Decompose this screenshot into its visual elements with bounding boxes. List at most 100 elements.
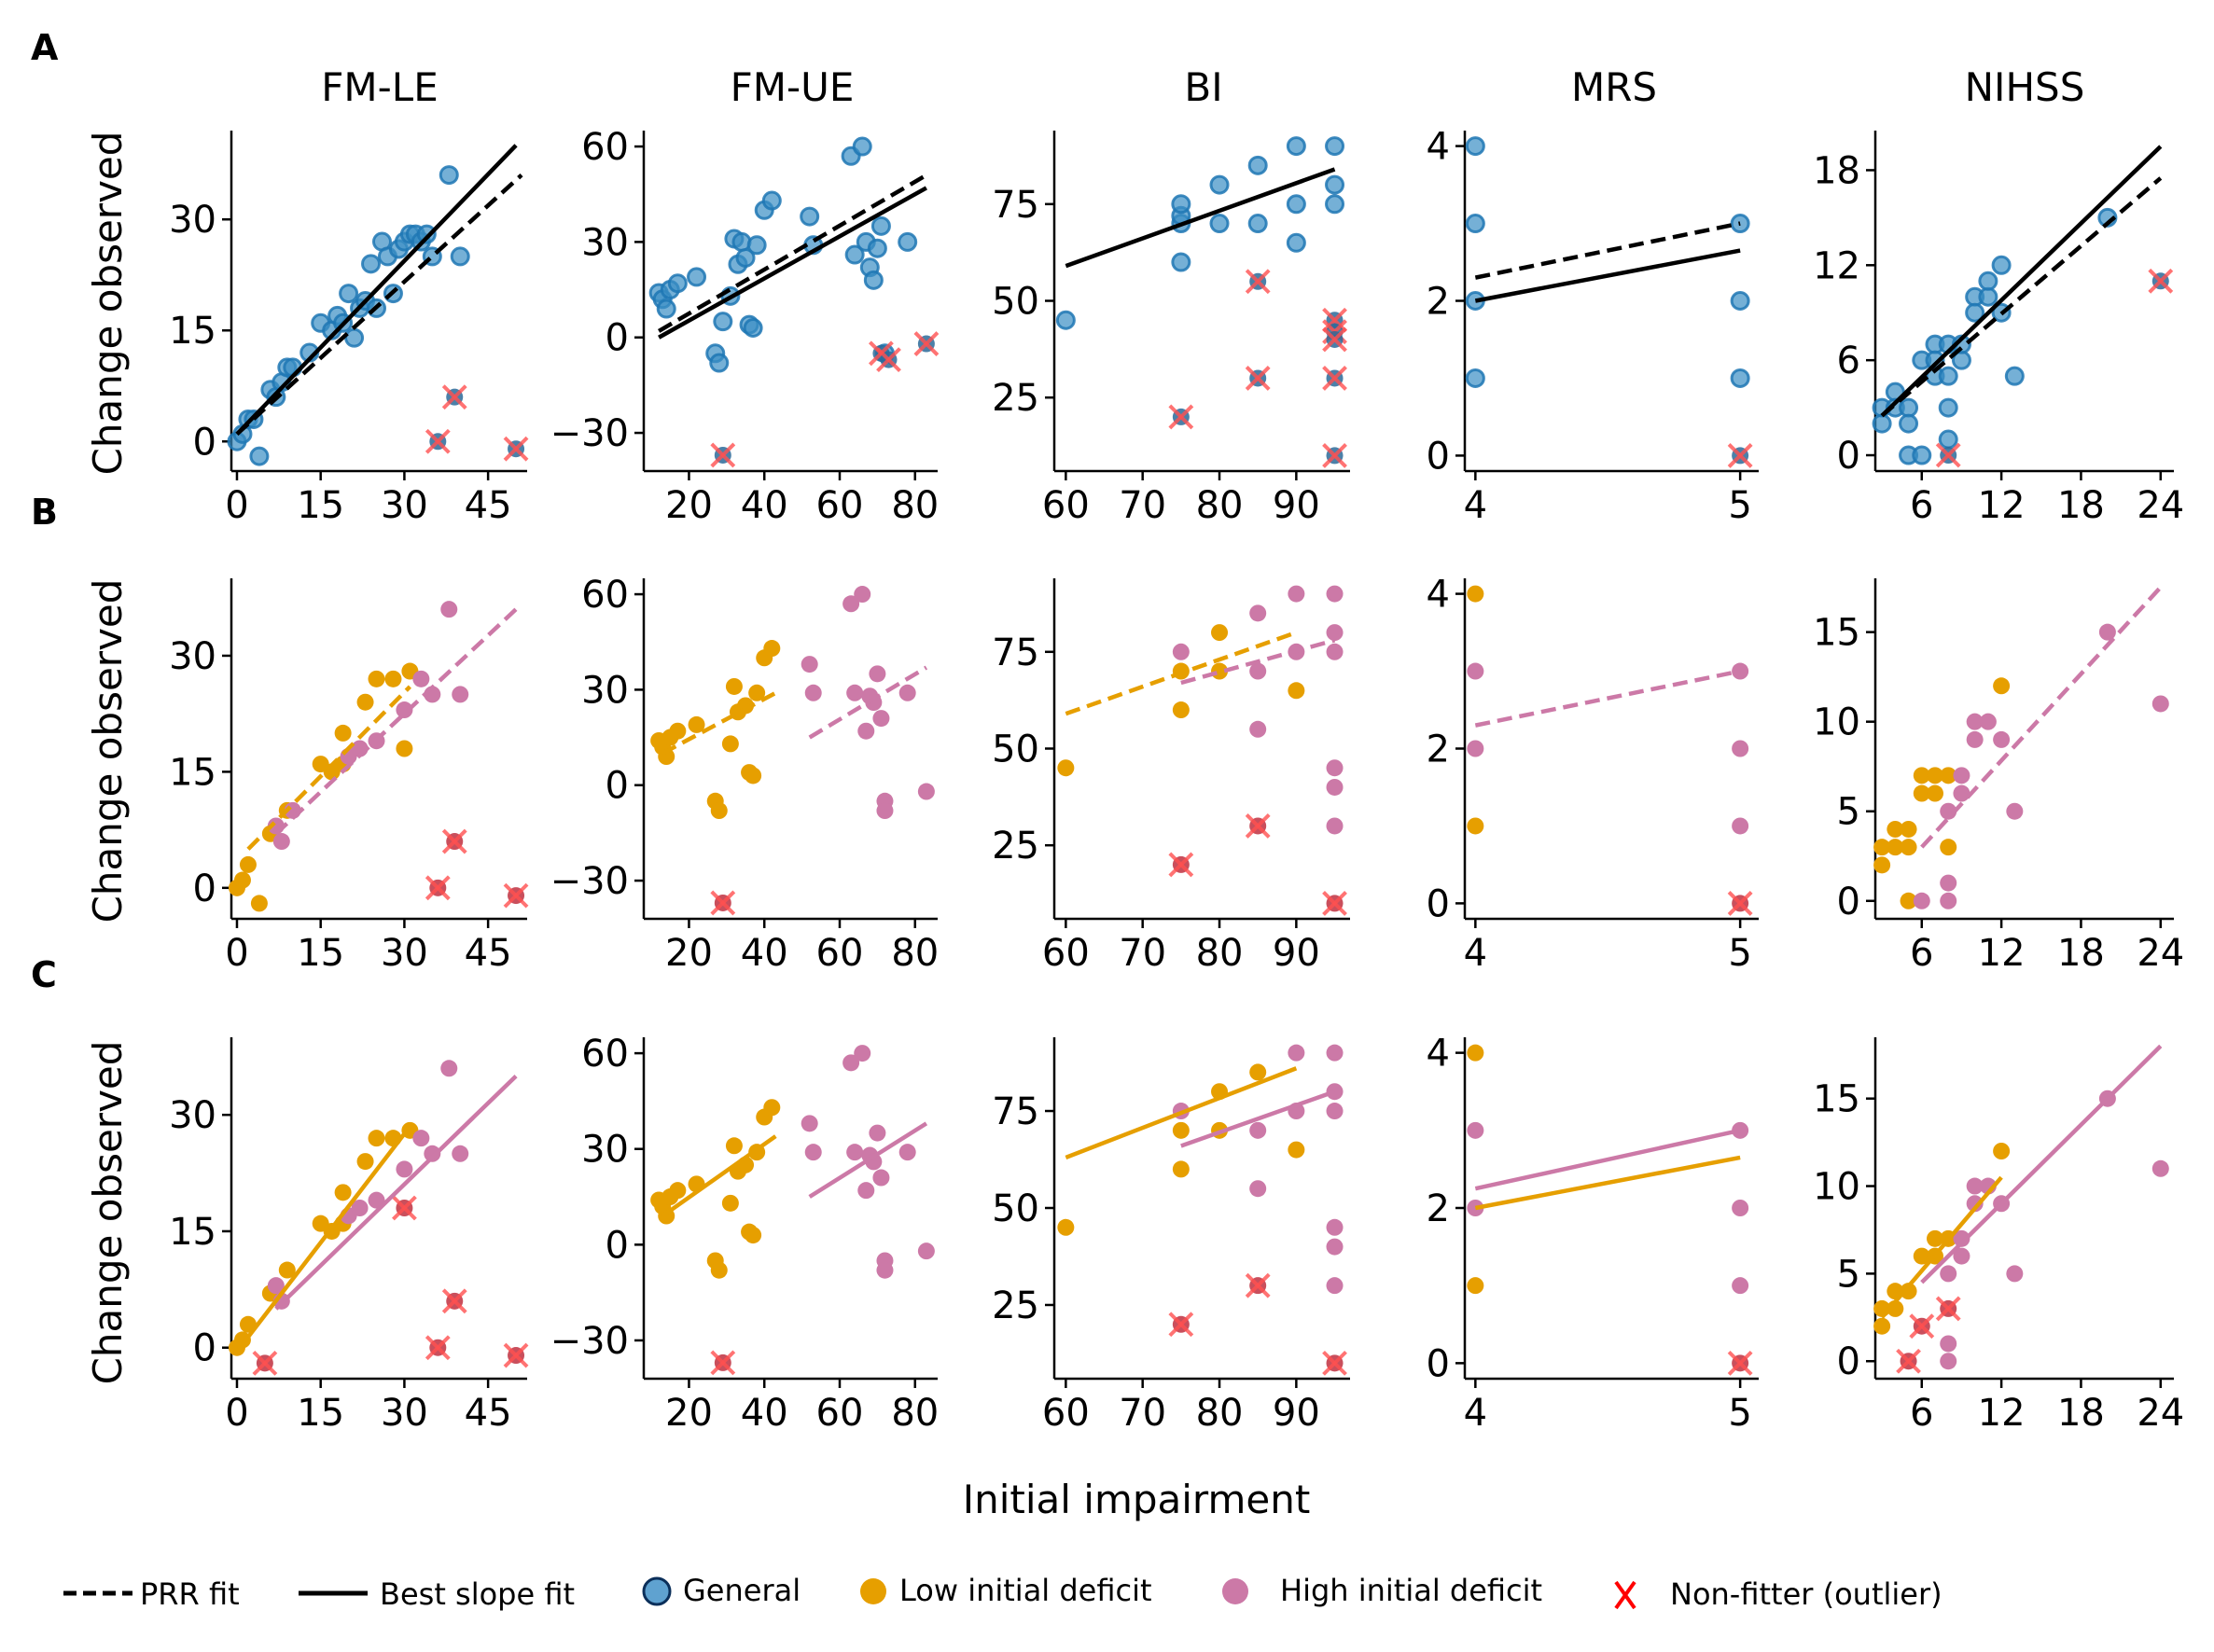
legend-prr-label: PRR fit	[140, 1576, 240, 1612]
low-prr-fit-line	[246, 685, 411, 851]
y-tick-label-c-fm-ue: −30	[550, 1320, 629, 1363]
panel-c-mrs: 4 5 0 2 4	[1427, 1033, 1759, 1435]
general-point	[867, 238, 887, 258]
x-tick-label-b-bi: 60	[1042, 932, 1090, 975]
outlier-cross	[1935, 442, 1961, 468]
high-deficit-point	[854, 1045, 871, 1062]
legend-outlier-label: Non-fitter (outlier)	[1670, 1576, 1942, 1612]
x-tick-label-c-nihss: 6	[1910, 1392, 1933, 1435]
high-best-fit-line	[274, 1074, 518, 1311]
high-deficit-point	[412, 1130, 430, 1147]
x-tick-label-c-mrs: 5	[1728, 1392, 1751, 1435]
general-point	[1465, 214, 1485, 234]
x-tick-label-a-bi: 70	[1119, 484, 1166, 527]
general-point	[1938, 429, 1958, 450]
low-deficit-point	[1900, 839, 1917, 856]
low-deficit-point	[721, 1194, 739, 1212]
low-deficit-point	[239, 855, 257, 873]
x-tick-label-c-nihss: 18	[2057, 1392, 2105, 1435]
x-tick-label-a-fm-le: 30	[381, 484, 428, 527]
outlier-cross	[1727, 890, 1753, 916]
high-deficit-point	[804, 1144, 822, 1161]
low-deficit-point	[1900, 892, 1917, 909]
high-prr-fit-line	[808, 665, 928, 740]
low-best-fit-line	[235, 1125, 412, 1354]
general-point	[450, 246, 470, 267]
x-tick-label-b-fm-ue: 80	[891, 932, 939, 975]
y-tick-label-a-nihss: 6	[1837, 340, 1860, 382]
general-point	[743, 317, 763, 338]
x-tick-label-a-nihss: 18	[2057, 484, 2105, 527]
panel-b-bi: 60 70 80 90 25 50 75	[992, 578, 1350, 975]
high-deficit-point	[2006, 802, 2024, 820]
general-point	[1465, 368, 1485, 388]
best-slope-fit-line	[1474, 248, 1741, 303]
general-point	[1465, 136, 1485, 157]
low-deficit-point	[710, 802, 728, 820]
y-tick-label-a-mrs: 4	[1427, 126, 1450, 169]
panel-c-nihss: 6 12 18 24 0 5 10 15	[1813, 1037, 2184, 1435]
low-deficit-point	[356, 1153, 374, 1171]
x-tick-label-c-bi: 70	[1119, 1392, 1166, 1435]
y-tick-label-b-fm-le: 0	[193, 868, 216, 910]
outlier-cross	[876, 347, 901, 373]
low-deficit-point	[725, 1137, 743, 1155]
low-deficit-point	[721, 735, 739, 753]
row-label-a: A	[31, 27, 59, 68]
y-tick-label-b-nihss: 10	[1813, 701, 1860, 744]
panel-c-fm-le: 0 15 30 45 0 15 30	[169, 1037, 529, 1435]
outlier-cross	[503, 882, 529, 909]
general-point	[1730, 291, 1750, 311]
low-deficit-point	[1172, 1160, 1190, 1178]
low-deficit-point	[233, 871, 251, 889]
column-title-nihss: NIHSS	[1965, 64, 2085, 110]
low-deficit-point	[763, 640, 781, 658]
high-deficit-point	[846, 1144, 864, 1161]
x-tick-label-a-fm-ue: 40	[741, 484, 788, 527]
high-deficit-point	[2151, 1159, 2169, 1177]
outlier-cross	[441, 828, 467, 854]
legend-general-label: General	[683, 1573, 801, 1608]
general-point	[1991, 255, 2012, 275]
high-deficit-point	[857, 1182, 875, 1200]
high-deficit-point	[1172, 643, 1190, 660]
legend: PRR fit Best slope fit General Low initi…	[63, 1573, 1942, 1612]
general-point	[1286, 136, 1306, 157]
general-point	[713, 312, 733, 332]
x-tick-label-a-nihss: 6	[1910, 484, 1933, 527]
high-deficit-point	[2098, 623, 2116, 641]
row-label-c: C	[31, 954, 57, 995]
general-point	[1978, 286, 1998, 307]
ylabel-row-b: Change observed	[85, 579, 131, 923]
x-tick-label-a-fm-ue: 20	[665, 484, 713, 527]
outlier-cross	[1168, 404, 1194, 430]
y-tick-label-c-fm-ue: 60	[581, 1033, 629, 1076]
outlier-cross	[441, 1288, 467, 1314]
panel-a-bi: 60 70 80 90 25 50 75	[992, 131, 1350, 527]
high-deficit-point	[1979, 713, 1997, 730]
general-point	[863, 270, 884, 290]
general-point	[761, 190, 782, 211]
x-tick-label-a-fm-le: 0	[225, 484, 248, 527]
high-deficit-point	[872, 710, 890, 728]
low-deficit-point	[1993, 677, 2011, 695]
high-deficit-point	[869, 1124, 886, 1142]
xlabel: Initial impairment	[963, 1477, 1311, 1522]
general-point	[1965, 302, 1985, 323]
general-point	[1325, 194, 1345, 215]
x-tick-label-b-nihss: 24	[2137, 932, 2184, 975]
outlier-cross	[710, 442, 736, 468]
y-tick-label-a-bi: 25	[992, 377, 1039, 420]
low-deficit-point	[368, 1130, 385, 1147]
outlier-cross	[503, 1342, 529, 1368]
high-deficit-point	[898, 684, 916, 701]
y-tick-label-a-bi: 50	[992, 281, 1039, 324]
y-tick-label-a-fm-le: 0	[193, 421, 216, 464]
general-point	[667, 273, 688, 294]
general-point	[1247, 155, 1268, 175]
x-tick-label-c-fm-le: 30	[381, 1392, 428, 1435]
y-tick-label-b-nihss: 0	[1837, 881, 1860, 923]
low-deficit-point	[278, 1261, 296, 1279]
low-prr-fit-line	[1065, 630, 1298, 716]
low-deficit-point	[1057, 759, 1075, 777]
